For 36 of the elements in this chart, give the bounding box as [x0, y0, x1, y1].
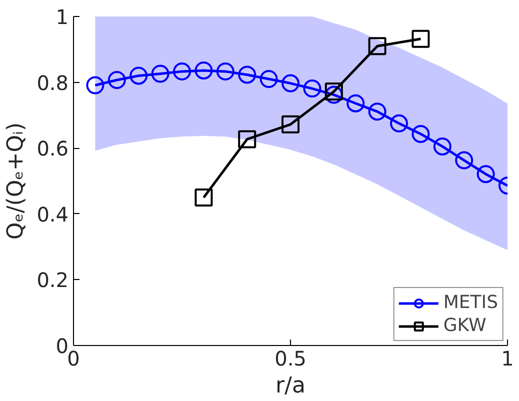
y-tick-label: 0.4	[36, 202, 69, 226]
point	[368, 37, 386, 56]
point	[108, 71, 126, 89]
legend-label: METIS	[443, 292, 498, 313]
y-axis-title: Qₑ/(Qₑ+Qᵢ)	[4, 122, 29, 240]
point	[324, 82, 343, 101]
point	[194, 61, 213, 80]
point	[412, 124, 430, 143]
point	[194, 188, 213, 206]
point	[476, 165, 495, 184]
point	[390, 114, 408, 132]
point	[346, 94, 365, 112]
legend-label: GKW	[443, 315, 486, 336]
point	[173, 62, 191, 80]
y-tick-label: 0.6	[36, 136, 69, 161]
x-tick-label: 1	[501, 346, 514, 370]
point	[412, 30, 430, 48]
y-tick-label: 0.2	[36, 268, 69, 292]
point	[151, 64, 170, 83]
point	[303, 80, 322, 98]
point	[238, 130, 256, 148]
x-tick-label: 0.5	[274, 346, 306, 370]
point	[282, 74, 300, 92]
y-tick-label: 1	[56, 5, 69, 29]
point	[260, 70, 278, 88]
point	[130, 66, 148, 85]
point	[433, 137, 452, 156]
point	[282, 115, 300, 134]
x-axis-title: r/a	[276, 374, 306, 398]
point	[368, 102, 386, 121]
point	[86, 76, 104, 94]
point	[324, 86, 343, 104]
point	[455, 151, 474, 170]
point	[216, 62, 234, 80]
point	[238, 66, 256, 84]
y-tick-label: 0.8	[36, 70, 69, 95]
